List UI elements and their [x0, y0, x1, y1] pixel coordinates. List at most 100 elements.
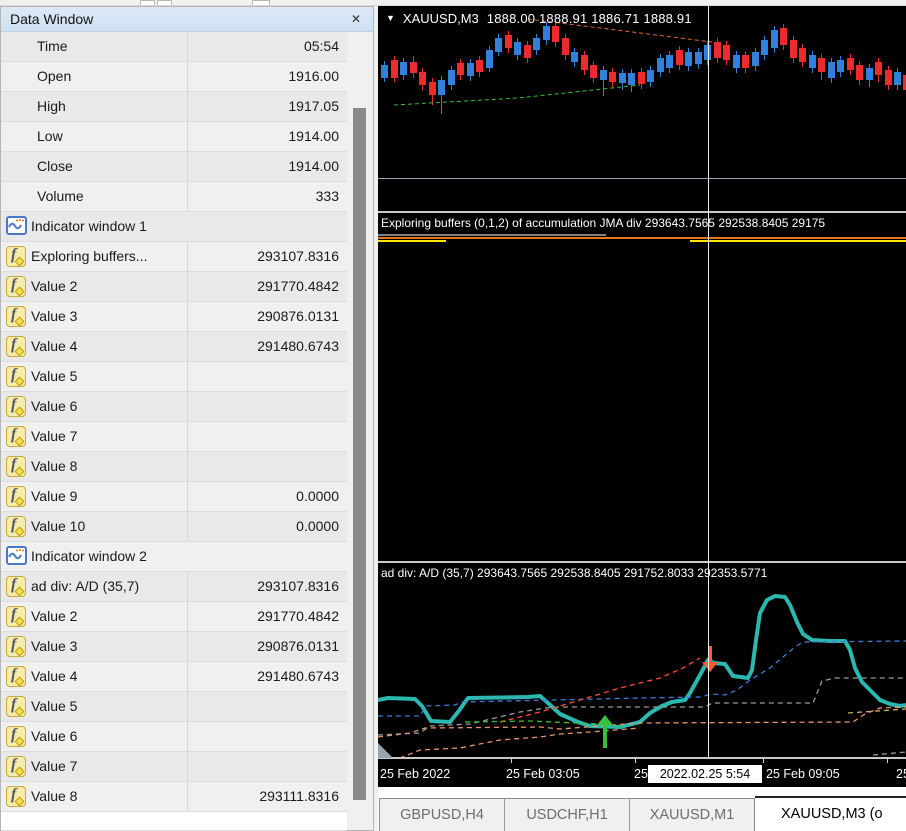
function-icon: f — [6, 666, 26, 687]
table-row[interactable]: f Value 6 — [1, 392, 347, 422]
indicator-pane-2[interactable]: ad div: A/D (35,7) 293643.7565 292538.84… — [378, 563, 906, 757]
row-label: Close — [37, 158, 73, 174]
toolbar-stub — [140, 0, 155, 5]
tab-usdchf-h1[interactable]: USDCHF,H1 — [504, 799, 629, 831]
table-row[interactable]: f Value 4 291480.6743 — [1, 332, 347, 362]
table-row[interactable]: f Value 3 290876.0131 — [1, 632, 347, 662]
table-row[interactable]: Volume 333 — [1, 182, 347, 212]
table-empty-row — [1, 812, 347, 831]
column-divider — [187, 752, 188, 782]
collapse-arrow-icon[interactable]: ▼ — [386, 12, 395, 23]
function-icon: f — [6, 456, 26, 477]
table-row[interactable]: f Value 10 0.0000 — [1, 512, 347, 542]
toolbar-stub — [157, 0, 172, 5]
time-axis-tick — [635, 759, 636, 763]
table-row[interactable]: f Value 5 — [1, 692, 347, 722]
table-row[interactable]: Indicator window 2 — [1, 542, 347, 572]
column-divider — [187, 182, 188, 212]
tab-xauusd-m1[interactable]: XAUUSD,M1 — [629, 799, 754, 831]
time-axis-label: 25 — [896, 767, 906, 781]
row-label: Value 4 — [31, 338, 78, 354]
table-row[interactable]: Open 1916.00 — [1, 62, 347, 92]
table-row[interactable]: High 1917.05 — [1, 92, 347, 122]
row-label: High — [37, 98, 66, 114]
window-top-strip — [0, 0, 906, 6]
column-divider — [187, 482, 188, 512]
function-icon: f — [6, 696, 26, 717]
row-label: Value 4 — [31, 668, 78, 684]
scrollbar-thumb[interactable] — [353, 108, 366, 800]
row-value: 293111.8316 — [259, 788, 339, 804]
pane-splitter[interactable] — [378, 211, 906, 213]
time-axis-label: 25 Feb 03:05 — [506, 767, 580, 781]
column-divider — [187, 272, 188, 302]
row-value: 291480.6743 — [257, 668, 339, 684]
column-divider — [187, 662, 188, 692]
row-value: 1916.00 — [288, 68, 339, 84]
row-label: Value 5 — [31, 368, 78, 384]
row-label: Value 6 — [31, 728, 78, 744]
function-icon: f — [6, 606, 26, 627]
row-value: 1917.05 — [288, 98, 339, 114]
table-row[interactable]: f Value 7 — [1, 422, 347, 452]
row-label: Value 9 — [31, 488, 78, 504]
table-row[interactable]: Indicator window 1 — [1, 212, 347, 242]
column-divider — [187, 692, 188, 722]
function-icon: f — [6, 366, 26, 387]
column-divider — [187, 362, 188, 392]
table-row[interactable]: f Exploring buffers... 293107.8316 — [1, 242, 347, 272]
row-value: 293107.8316 — [257, 248, 339, 264]
function-icon: f — [6, 336, 26, 357]
table-row[interactable]: f Value 9 0.0000 — [1, 482, 347, 512]
table-row[interactable]: f Value 8 293111.8316 — [1, 782, 347, 812]
function-icon: f — [6, 246, 26, 267]
function-icon: f — [6, 636, 26, 657]
data-window-title: Data Window — [10, 11, 94, 27]
row-label: Value 3 — [31, 308, 78, 324]
indicator-window-icon — [6, 216, 27, 235]
table-row[interactable]: f Value 6 — [1, 722, 347, 752]
row-label: Value 10 — [31, 518, 86, 534]
table-row[interactable]: f Value 2 291770.4842 — [1, 602, 347, 632]
pane-splitter[interactable] — [378, 561, 906, 563]
function-icon: f — [6, 516, 26, 537]
column-divider — [187, 512, 188, 542]
close-icon[interactable]: ✕ — [350, 12, 362, 26]
main-price-pane[interactable]: ▼ XAUUSD,M3 1888.00 1888.91 1886.71 1888… — [378, 6, 906, 211]
time-axis-label: 25 Feb 09:05 — [766, 767, 840, 781]
column-divider — [187, 332, 188, 362]
chart-tab-bar: GBPUSD,H4 USDCHF,H1 XAUUSD,M1 XAUUSD,M3 (o — [378, 787, 906, 831]
row-label: Value 6 — [31, 398, 78, 414]
data-window-table: Time 05:54 Open 1916.00 High 1917.05 Low 1914.0… — [1, 32, 347, 812]
chart-window[interactable]: ▼ XAUUSD,M3 1888.00 1888.91 1886.71 1888… — [378, 6, 906, 831]
table-row[interactable]: f Value 5 — [1, 362, 347, 392]
row-label: Volume — [37, 188, 84, 204]
table-row[interactable]: f Value 2 291770.4842 — [1, 272, 347, 302]
column-divider — [187, 392, 188, 422]
function-icon: f — [6, 486, 26, 507]
scrollbar-track[interactable] — [347, 32, 373, 830]
tab-xauusd-m3-active[interactable]: XAUUSD,M3 (o — [755, 796, 906, 831]
toolbar-stub — [252, 0, 270, 5]
function-icon: f — [6, 786, 26, 807]
table-row[interactable]: Close 1914.00 — [1, 152, 347, 182]
data-window-titlebar[interactable]: Data Window ✕ — [1, 7, 373, 32]
function-icon: f — [6, 726, 26, 747]
column-divider — [187, 32, 188, 62]
table-row[interactable]: Time 05:54 — [1, 32, 347, 62]
table-row[interactable]: f Value 7 — [1, 752, 347, 782]
column-divider — [187, 632, 188, 662]
row-label: Indicator window 1 — [31, 218, 147, 234]
table-row[interactable]: f Value 4 291480.6743 — [1, 662, 347, 692]
tab-gbpusd-h4[interactable]: GBPUSD,H4 — [400, 807, 484, 823]
time-axis-label: 25 — [634, 767, 648, 781]
table-row[interactable]: Low 1914.00 — [1, 122, 347, 152]
column-divider — [187, 602, 188, 632]
indicator-window-icon — [6, 546, 27, 565]
table-row[interactable]: f Value 3 290876.0131 — [1, 302, 347, 332]
column-divider — [187, 782, 188, 812]
indicator-pane-1[interactable]: Exploring buffers (0,1,2) of accumulatio… — [378, 213, 906, 561]
time-axis[interactable]: 2022.02.25 5:54 25 Feb 2022 25 Feb 03:05 2… — [378, 757, 906, 787]
table-row[interactable]: f ad div: A/D (35,7) 293107.8316 — [1, 572, 347, 602]
table-row[interactable]: f Value 8 — [1, 452, 347, 482]
